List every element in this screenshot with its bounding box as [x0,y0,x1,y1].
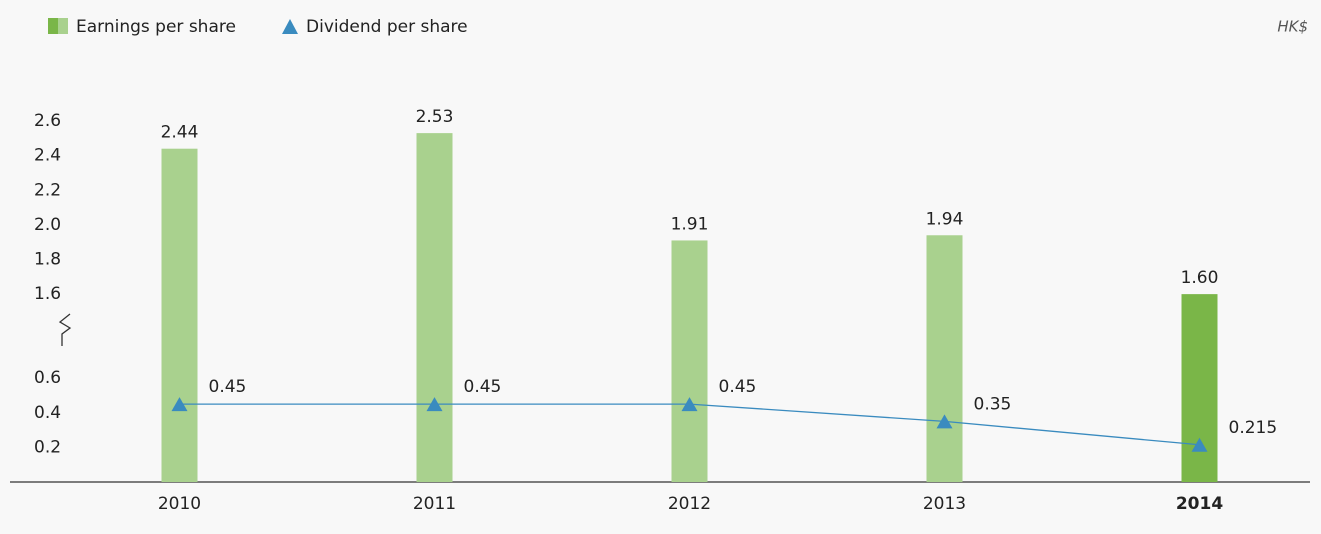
line-value-label: 0.45 [464,377,502,397]
marker [681,397,698,412]
y-tick-label: 2.4 [34,146,61,166]
line-value-label: 0.45 [719,377,757,397]
y-tick-label: 0.6 [34,368,61,388]
line-value-label: 0.45 [209,377,247,397]
y-tick-label: 1.6 [34,284,61,304]
unit-label: HK$ [1277,18,1308,36]
bar [926,235,963,482]
bar-value-label: 1.94 [926,209,964,229]
legend-marker [282,19,298,34]
bar [161,148,198,482]
legend-swatch [58,18,68,34]
y-tick-label: 1.8 [34,250,61,270]
bar [1181,294,1218,482]
y-tick-label: 2.0 [34,215,61,235]
y-tick-label: 2.6 [34,111,61,131]
legend-swatch [48,18,58,34]
y-tick-label: 2.2 [34,180,61,200]
legend-label: Dividend per share [306,17,468,37]
bar-value-label: 2.53 [416,107,454,127]
bar [671,240,708,482]
marker [171,397,188,412]
line-value-label: 0.35 [974,394,1012,414]
bar-value-label: 2.44 [161,123,199,143]
line-value-label: 0.215 [1229,418,1278,438]
bar-value-label: 1.60 [1181,268,1219,288]
axis-break [58,313,72,346]
y-tick-label: 0.2 [34,437,61,457]
x-tick-label: 2011 [413,494,456,514]
bar [416,133,453,482]
x-tick-label: 2013 [923,494,966,514]
legend-label: Earnings per share [76,17,236,37]
marker [426,397,443,412]
bar-value-label: 1.91 [671,214,709,234]
marker [936,414,953,429]
x-tick-label: 2010 [158,494,201,514]
x-tick-label: 2012 [668,494,711,514]
x-tick-label: 2014 [1176,494,1223,514]
marker [1191,437,1208,452]
y-tick-label: 0.4 [34,403,61,423]
